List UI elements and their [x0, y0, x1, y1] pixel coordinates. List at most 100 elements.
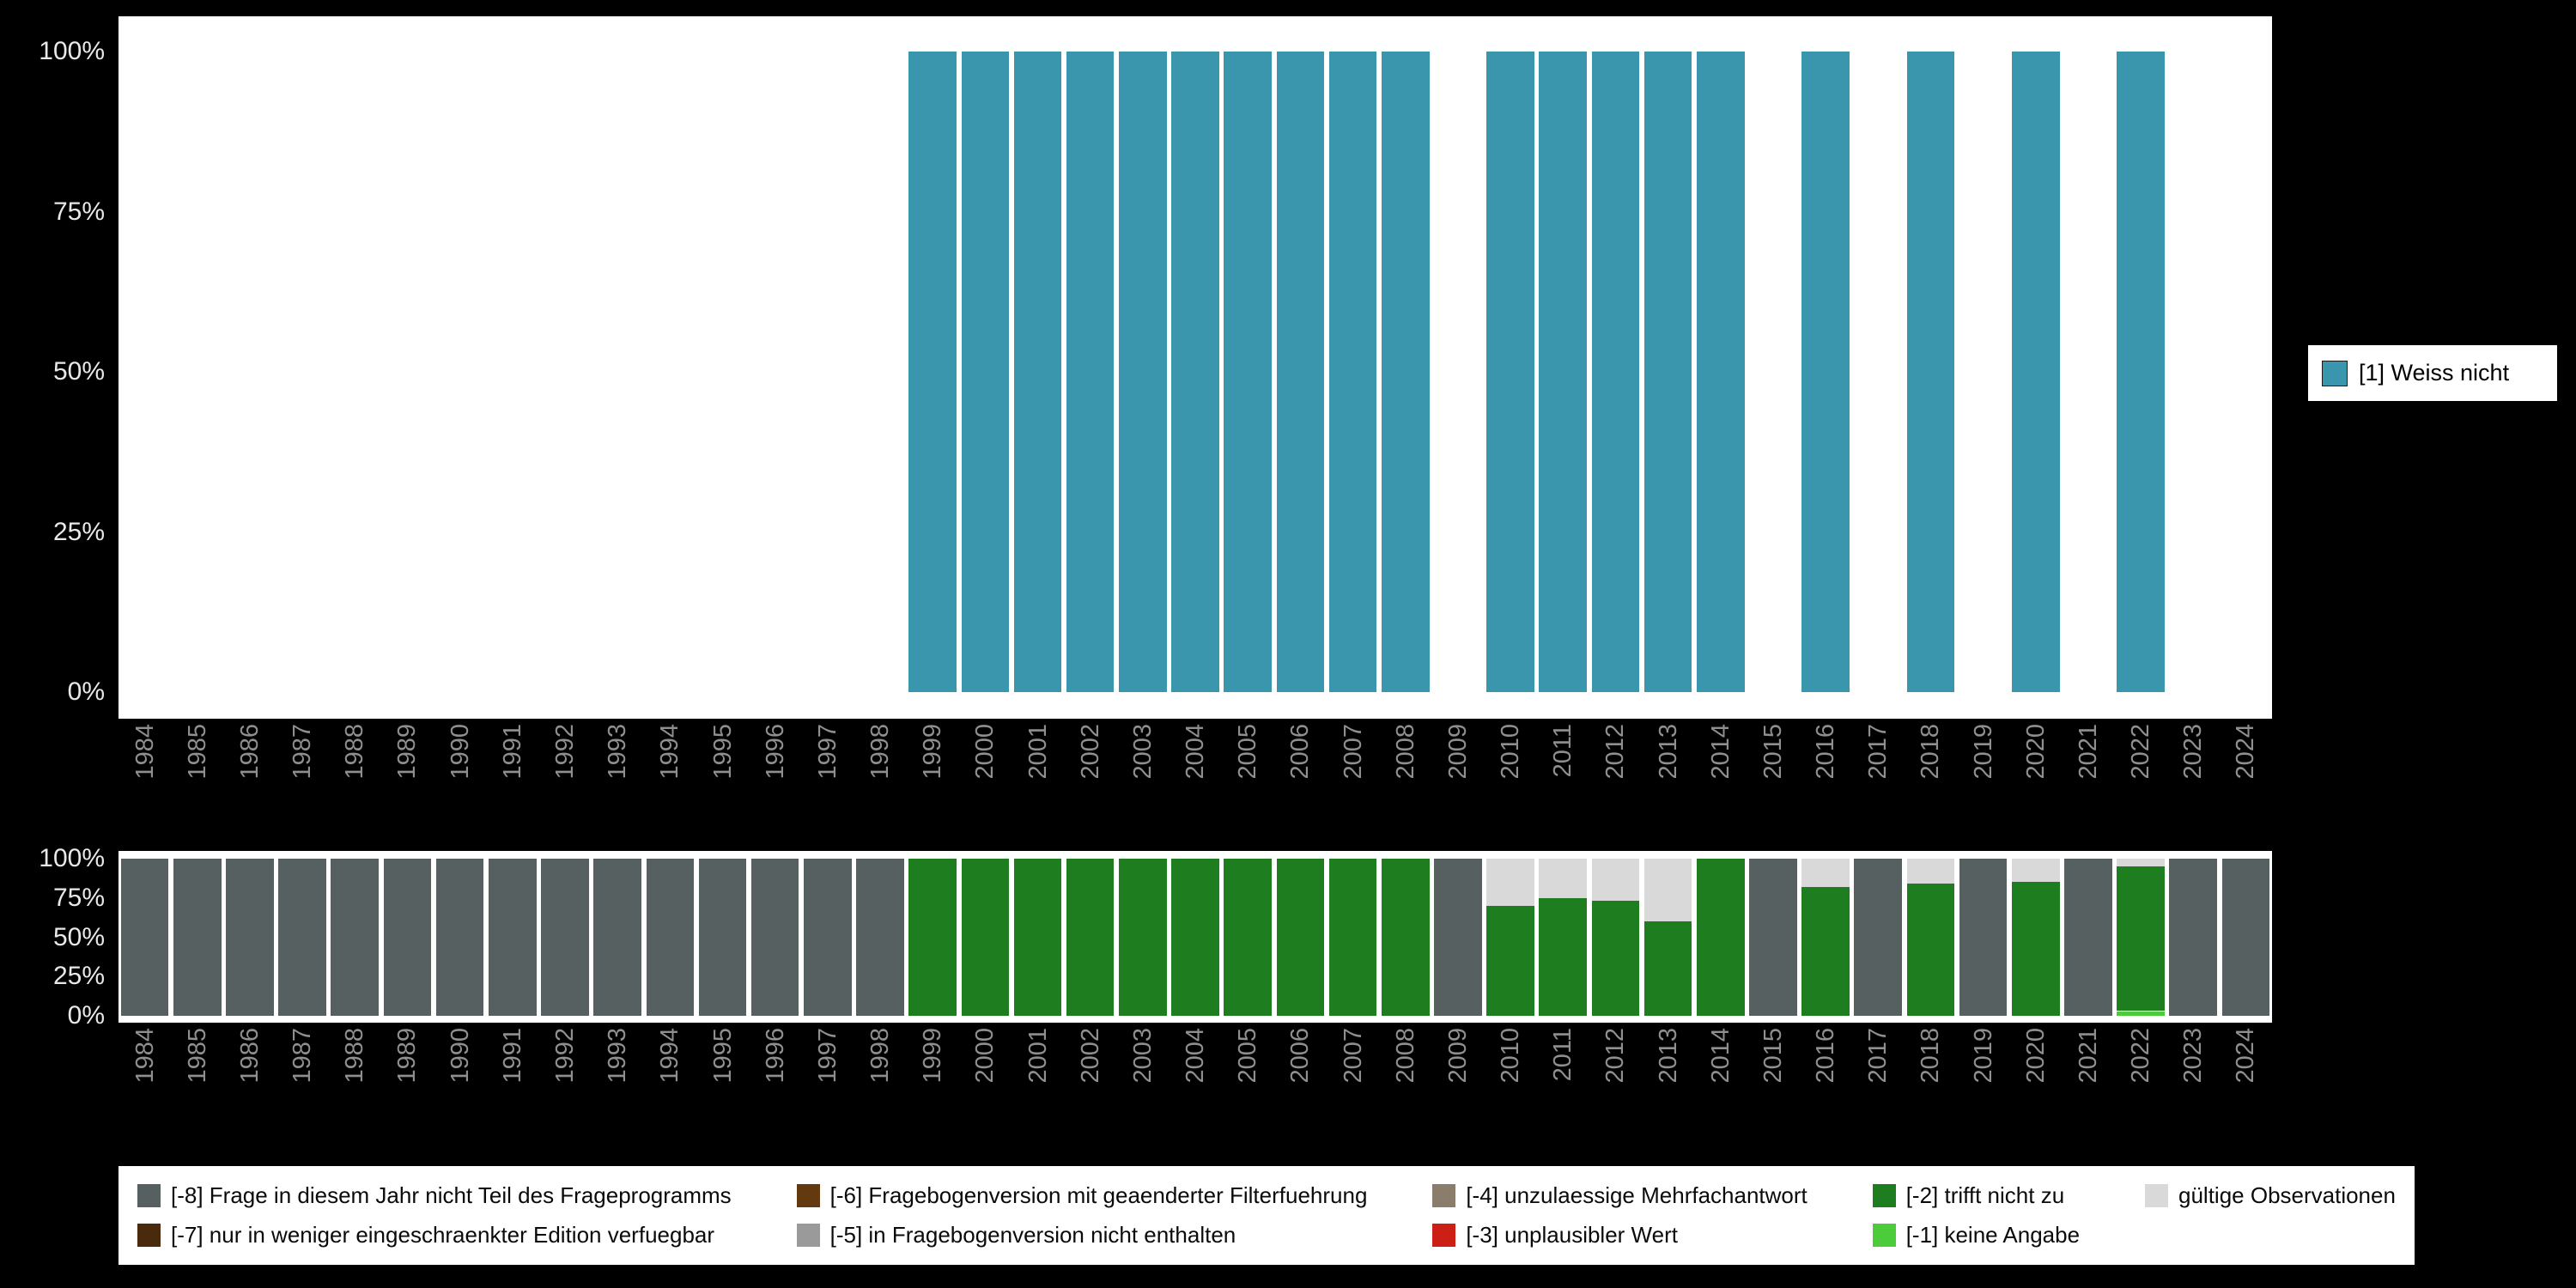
bar-segment-2000	[961, 52, 1010, 692]
y-tick-label: 75%	[52, 883, 105, 912]
y-tick-label: 25%	[52, 517, 105, 546]
x-tick-label: 2010	[1497, 1028, 1524, 1084]
x-tick-label: 2016	[1812, 1028, 1839, 1084]
y-tick-label: 100%	[39, 844, 105, 872]
bar-segment-2000	[961, 859, 1010, 1016]
bar-segment-2013	[1643, 52, 1692, 692]
x-tick-label: 2011	[1549, 1028, 1577, 1082]
x-tick-label: 1987	[289, 1028, 317, 1084]
x-tick-label: 2004	[1182, 1028, 1209, 1084]
legend-item: [-3] unplausibler Wert	[1432, 1222, 1807, 1249]
x-tick-label: 1998	[866, 1028, 894, 1084]
legend-label: [-4] unzulaessige Mehrfachantwort	[1466, 1182, 1807, 1208]
bar-segment-1997	[804, 859, 852, 1016]
y-tick-label: 25%	[52, 962, 105, 991]
legend-label: [-6] Fragebogenversion mit geaenderter F…	[829, 1182, 1368, 1208]
x-tick-label: 1986	[235, 1028, 264, 1084]
x-tick-label: 1990	[446, 1028, 474, 1084]
legend-weiss-nicht: [1] Weiss nicht	[2308, 345, 2557, 401]
x-tick-label: 2008	[1391, 1028, 1419, 1084]
bar-segment-2020	[2011, 882, 2060, 1016]
x-tick-label: 2018	[1917, 1028, 1945, 1084]
x-tick-label: 2015	[1759, 1028, 1787, 1084]
legend-swatch	[137, 1184, 161, 1207]
legend-item: [-6] Fragebogenversion mit geaenderter F…	[796, 1182, 1368, 1209]
x-tick-label: 2000	[971, 1028, 999, 1084]
bar-segment-1991	[488, 859, 537, 1016]
bar-segment-2013	[1643, 921, 1692, 1016]
legend-item: [-7] nur in weniger eingeschraenkter Edi…	[137, 1222, 732, 1249]
bar-segment-2004	[1171, 52, 1219, 692]
bar-segment-2008	[1381, 859, 1430, 1016]
y-tick-label: 50%	[52, 357, 105, 386]
bottom-legend: [-8] Frage in diesem Jahr nicht Teil des…	[118, 1166, 2415, 1265]
x-tick-label: 2013	[1654, 1028, 1682, 1084]
bar-segment-2005	[1224, 859, 1272, 1016]
bar-segment-2016	[1801, 52, 1850, 692]
x-tick-label: 2022	[2127, 1028, 2155, 1084]
x-tick-label: 2001	[1024, 1028, 1052, 1084]
legend-item-empty	[2145, 1223, 2396, 1249]
x-tick-label: 2014	[1706, 1028, 1735, 1084]
bar-segment-2009	[1434, 859, 1482, 1016]
bar-segment-2010	[1486, 52, 1534, 692]
bar-segment-1990	[435, 859, 484, 1016]
x-tick-label: 2012	[1601, 1028, 1630, 1084]
x-tick-label: 2009	[1443, 1028, 1472, 1084]
bar-segment-2015	[1749, 859, 1797, 1016]
x-tick-label: 1994	[656, 1028, 684, 1084]
legend-item: [-1] keine Angabe	[1872, 1222, 2081, 1249]
bar-segment-2011	[1539, 52, 1588, 692]
bar-segment-1999	[908, 52, 957, 692]
bar-segment-2004	[1171, 859, 1219, 1016]
bar-segment-2001	[1013, 52, 1062, 692]
bar-segment-2014	[1696, 859, 1745, 1016]
bar-segment-2006	[1276, 52, 1325, 692]
bar-segment-2007	[1328, 859, 1377, 1016]
plot-area	[118, 16, 2272, 719]
x-tick-label: 2019	[1969, 1028, 1997, 1084]
bar-segment-2011	[1539, 897, 1588, 1017]
legend-label: [-7] nur in weniger eingeschraenkter Edi…	[171, 1222, 715, 1248]
bar-segment-2003	[1119, 52, 1167, 692]
legend-label: gültige Observationen	[2178, 1182, 2396, 1208]
x-tick-label: 2020	[2021, 1028, 2050, 1084]
x-tick-label: 2006	[1286, 1028, 1315, 1084]
legend-label: [-8] Frage in diesem Jahr nicht Teil des…	[171, 1182, 732, 1208]
bar-segment-2003	[1119, 859, 1167, 1016]
y-tick-label: 100%	[39, 37, 105, 65]
bar-segment-2024	[2221, 859, 2270, 1016]
x-tick-label: 2023	[2179, 1028, 2208, 1084]
y-tick-label: 0%	[67, 1001, 105, 1030]
bar-segment-2008	[1381, 52, 1430, 692]
bar-segment-1986	[226, 859, 274, 1016]
bar-segment-2022	[2117, 866, 2165, 1012]
bar-segment-1992	[541, 859, 589, 1016]
bar-segment-2002	[1066, 52, 1115, 692]
x-tick-label: 2017	[1864, 1028, 1893, 1084]
x-tick-label: 1989	[393, 1028, 422, 1084]
legend-swatch	[796, 1224, 820, 1247]
bar-segment-1999	[908, 859, 957, 1016]
legend-label: [-5] in Fragebogenversion nicht enthalte…	[829, 1222, 1236, 1248]
bar-segment-2018	[1906, 52, 1955, 692]
bar-segment-2018	[1906, 859, 1955, 884]
x-tick-label: 1993	[604, 1028, 632, 1084]
legend-item: [-8] Frage in diesem Jahr nicht Teil des…	[137, 1182, 732, 1209]
bar-segment-2010	[1486, 905, 1534, 1016]
bar-segment-2019	[1959, 859, 2008, 1016]
x-tick-label: 1984	[131, 1028, 159, 1084]
x-tick-label: 2003	[1128, 1028, 1157, 1084]
x-tick-label: 2002	[1076, 1028, 1104, 1084]
bar-segment-2002	[1066, 859, 1115, 1016]
legend-item: [-4] unzulaessige Mehrfachantwort	[1432, 1182, 1807, 1209]
bar-segment-1994	[646, 859, 695, 1016]
bar-segment-2023	[2169, 859, 2218, 1016]
legend-swatch	[1872, 1184, 1896, 1207]
x-tick-label: 1988	[341, 1028, 369, 1084]
bar-segment-1998	[856, 859, 904, 1016]
legend-label: [-1] keine Angabe	[1905, 1222, 2081, 1248]
x-tick-label: 1992	[551, 1028, 579, 1084]
legend-swatch	[1872, 1224, 1896, 1247]
